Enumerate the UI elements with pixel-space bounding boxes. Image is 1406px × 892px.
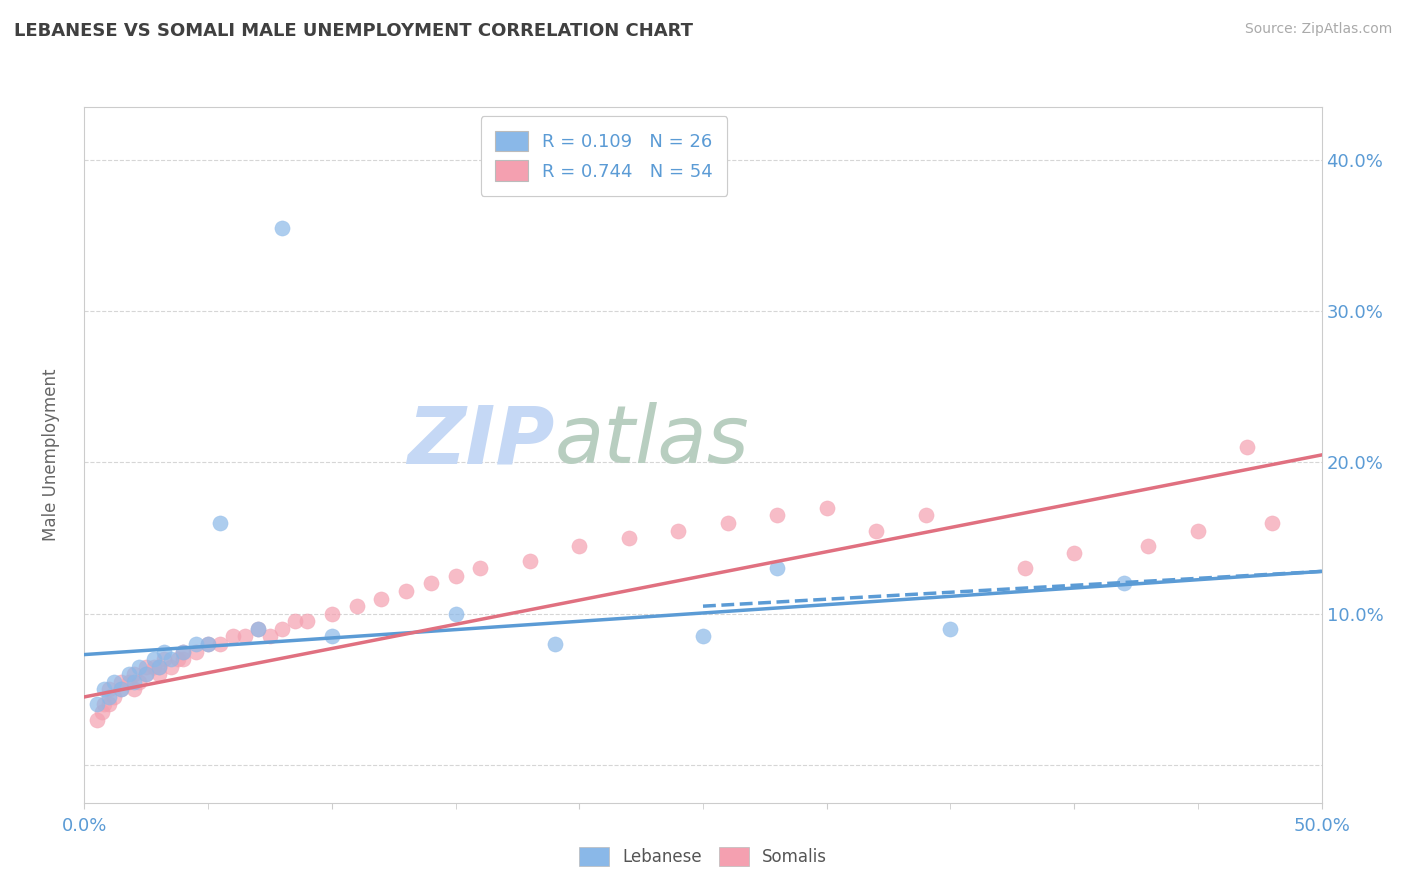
Point <box>444 569 467 583</box>
Point <box>246 622 269 636</box>
Point <box>617 531 640 545</box>
Point <box>98 682 121 697</box>
Text: ZIP: ZIP <box>408 402 554 480</box>
Point <box>142 659 165 673</box>
Point <box>766 561 789 575</box>
Point <box>321 629 343 643</box>
Text: Source: ZipAtlas.com: Source: ZipAtlas.com <box>1244 22 1392 37</box>
Point <box>122 682 145 697</box>
Point <box>197 637 219 651</box>
Point <box>271 221 294 235</box>
Point <box>118 667 141 681</box>
Point <box>103 690 125 704</box>
Point <box>122 674 145 689</box>
Point <box>666 524 689 538</box>
Point <box>86 713 108 727</box>
Point <box>939 622 962 636</box>
Point <box>233 629 256 643</box>
Point <box>222 629 245 643</box>
Point <box>172 644 194 658</box>
Point <box>135 667 157 681</box>
Point <box>128 674 150 689</box>
Point <box>1187 524 1209 538</box>
Point <box>246 622 269 636</box>
Point <box>1261 516 1284 530</box>
Point <box>135 667 157 681</box>
Point <box>160 659 183 673</box>
Point <box>914 508 936 523</box>
Point <box>184 644 207 658</box>
Point <box>865 524 887 538</box>
Point <box>135 659 157 673</box>
Point <box>1112 576 1135 591</box>
Point <box>295 615 318 629</box>
Point <box>98 690 121 704</box>
Point <box>259 629 281 643</box>
Point <box>93 698 115 712</box>
Legend: Lebanese, Somalis: Lebanese, Somalis <box>571 838 835 875</box>
Point <box>209 516 232 530</box>
Point <box>103 674 125 689</box>
Point <box>717 516 740 530</box>
Point <box>197 637 219 651</box>
Text: atlas: atlas <box>554 402 749 480</box>
Point <box>86 698 108 712</box>
Point <box>543 637 565 651</box>
Point <box>1236 441 1258 455</box>
Legend: R = 0.109   N = 26, R = 0.744   N = 54: R = 0.109 N = 26, R = 0.744 N = 54 <box>481 116 727 195</box>
Point <box>321 607 343 621</box>
Point <box>184 637 207 651</box>
Point <box>148 659 170 673</box>
Point <box>370 591 392 606</box>
Point <box>568 539 591 553</box>
Point <box>766 508 789 523</box>
Text: LEBANESE VS SOMALI MALE UNEMPLOYMENT CORRELATION CHART: LEBANESE VS SOMALI MALE UNEMPLOYMENT COR… <box>14 22 693 40</box>
Point <box>110 682 132 697</box>
Point <box>444 607 467 621</box>
Y-axis label: Male Unemployment: Male Unemployment <box>42 368 60 541</box>
Point <box>346 599 368 614</box>
Point <box>284 615 307 629</box>
Point <box>470 561 492 575</box>
Point <box>142 652 165 666</box>
Point <box>395 584 418 599</box>
Point <box>692 629 714 643</box>
Point <box>98 698 121 712</box>
Point <box>172 652 194 666</box>
Point <box>118 674 141 689</box>
Point <box>519 554 541 568</box>
Point <box>160 652 183 666</box>
Point <box>271 622 294 636</box>
Point <box>172 644 194 658</box>
Point <box>815 500 838 515</box>
Point <box>128 659 150 673</box>
Point <box>110 674 132 689</box>
Point <box>209 637 232 651</box>
Point <box>152 652 174 666</box>
Point <box>148 667 170 681</box>
Point <box>122 667 145 681</box>
Point <box>1014 561 1036 575</box>
Point <box>90 705 112 719</box>
Point <box>1063 546 1085 560</box>
Point <box>419 576 441 591</box>
Point <box>148 659 170 673</box>
Point <box>152 644 174 658</box>
Point <box>1137 539 1160 553</box>
Point <box>93 682 115 697</box>
Point <box>110 682 132 697</box>
Point <box>167 652 190 666</box>
